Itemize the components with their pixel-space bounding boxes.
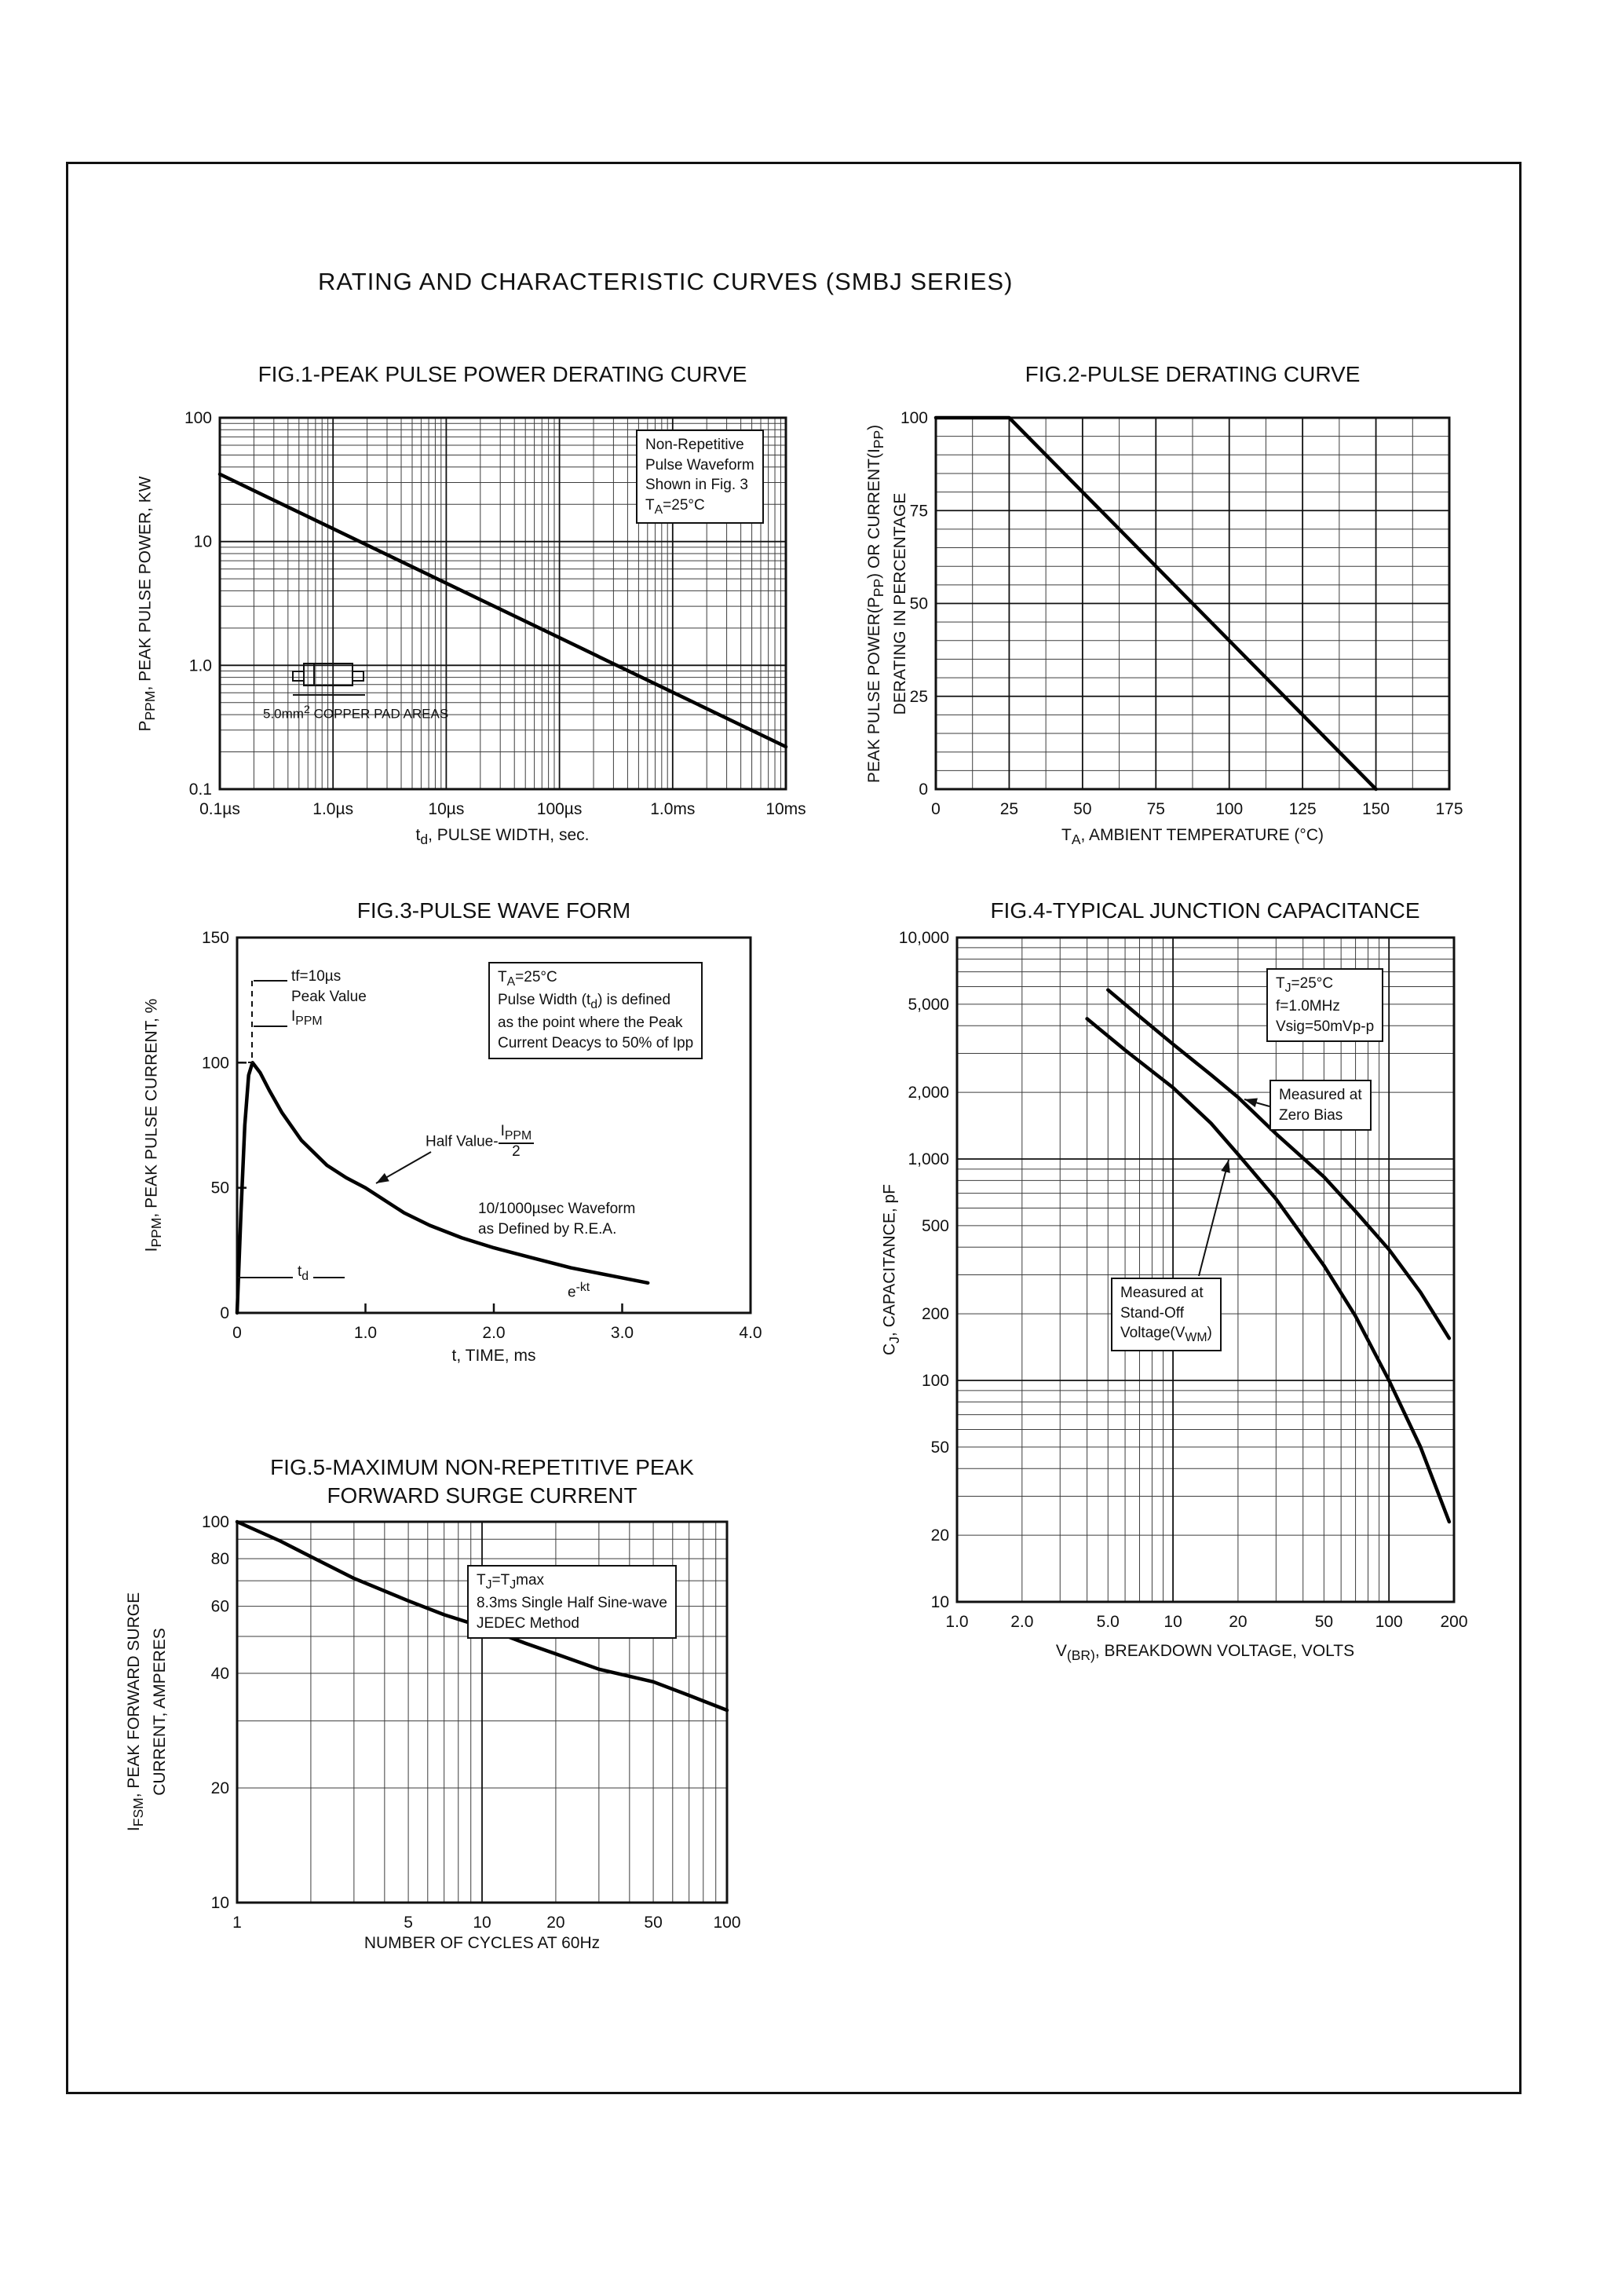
fig2-x-axis-label: TA, AMBIENT TEMPERATURE (°C): [1061, 826, 1324, 848]
svg-text:0.1µs: 0.1µs: [199, 800, 240, 818]
svg-text:100: 100: [202, 1054, 229, 1072]
svg-text:5.0: 5.0: [1097, 1613, 1120, 1631]
fig3-x-axis-label: t, TIME, ms: [451, 1347, 536, 1365]
fig1-y-axis-label: PPPM, PEAK PULSE POWER, KW: [136, 476, 158, 732]
svg-text:1.0: 1.0: [945, 1613, 968, 1631]
svg-text:20: 20: [211, 1779, 229, 1797]
svg-text:1.0µs: 1.0µs: [312, 800, 353, 818]
fig3-ekt-label: e-kt: [568, 1281, 590, 1301]
fig2-y-axis-label: PEAK PULSE POWER(PPP) OR CURRENT(IPP) DER…: [864, 424, 909, 784]
fig5-conditions: TJ=TJmax 8.3ms Single Half Sine-wave JEDEC…: [467, 1565, 677, 1640]
svg-text:10: 10: [211, 1894, 229, 1912]
svg-text:10ms: 10ms: [765, 800, 806, 818]
svg-text:20: 20: [546, 1914, 564, 1932]
svg-text:2.0: 2.0: [482, 1324, 505, 1342]
svg-text:1,000: 1,000: [908, 1150, 949, 1168]
svg-text:100: 100: [184, 409, 212, 427]
fig5-x-axis-label: NUMBER OF CYCLES AT 60Hz: [363, 1934, 601, 1952]
svg-text:100µs: 100µs: [537, 800, 583, 818]
svg-text:100: 100: [1375, 1613, 1403, 1631]
svg-text:20: 20: [1229, 1613, 1247, 1631]
fig4-standoff-label: Measured at Stand-Off Voltage(VWM): [1111, 1278, 1222, 1352]
fig1-x-axis-label: td, PULSE WIDTH, sec.: [415, 826, 590, 848]
svg-text:50: 50: [910, 595, 928, 613]
fig4-conditions: TJ=25°C f=1.0MHz Vsig=50mVp-p: [1266, 968, 1384, 1043]
fig3-y-axis-label: IPPM, PEAK PULSE CURRENT, %: [142, 998, 164, 1252]
fig2-chart: 0 25 50 75 100 125 150 175 0 25 50 75 100: [901, 409, 1463, 818]
svg-text:100: 100: [901, 409, 928, 427]
svg-text:1.0: 1.0: [189, 656, 212, 675]
svg-text:10,000: 10,000: [899, 929, 949, 947]
svg-text:50: 50: [1073, 800, 1091, 818]
fig5-title: FIG.5-MAXIMUM NON-REPETITIVE PEAK FORWARD…: [270, 1455, 694, 1508]
svg-text:0.1: 0.1: [189, 781, 212, 799]
svg-text:25: 25: [910, 688, 928, 706]
svg-text:100: 100: [922, 1372, 949, 1390]
fig1-note: Non-Repetitive Pulse Waveform Shown in Fig…: [636, 430, 764, 525]
svg-text:175: 175: [1435, 800, 1463, 818]
svg-text:200: 200: [922, 1305, 949, 1323]
svg-text:100: 100: [1215, 800, 1243, 818]
svg-text:10: 10: [473, 1914, 491, 1932]
fig4-title: FIG.4-TYPICAL JUNCTION CAPACITANCE: [990, 898, 1420, 923]
svg-text:2.0: 2.0: [1010, 1613, 1033, 1631]
svg-text:10: 10: [1164, 1613, 1182, 1631]
svg-text:10µs: 10µs: [428, 800, 464, 818]
fig5-y-axis-label: IFSM, PEAK FORWARD SURGE CURRENT, AMPERES: [124, 1592, 169, 1832]
svg-text:60: 60: [211, 1598, 229, 1616]
content-frame: RATING AND CHARACTERISTIC CURVES (SMBJ S…: [66, 162, 1522, 2094]
fig3-waveform-label: 10/1000µsec Waveform as Defined by R.E.A.: [478, 1201, 636, 1238]
svg-text:1.0: 1.0: [354, 1324, 377, 1342]
fig3-half-value-label: Half Value- IPPM 2: [426, 1123, 535, 1161]
svg-text:0: 0: [232, 1324, 242, 1342]
svg-text:150: 150: [202, 929, 229, 947]
svg-text:10: 10: [931, 1593, 949, 1611]
fig4-x-axis-label: V(BR), BREAKDOWN VOLTAGE, VOLTS: [1055, 1642, 1355, 1664]
svg-text:125: 125: [1289, 800, 1317, 818]
svg-text:10: 10: [194, 533, 212, 551]
svg-text:50: 50: [644, 1914, 662, 1932]
svg-text:25: 25: [1000, 800, 1018, 818]
fig3-note: TA=25°C Pulse Width (td) is defined as the…: [488, 962, 703, 1059]
fig4-y-axis-label: CJ, CAPACITANCE, pF: [880, 1183, 902, 1356]
svg-text:5,000: 5,000: [908, 996, 949, 1014]
svg-text:150: 150: [1362, 800, 1390, 818]
fig1-title: FIG.1-PEAK PULSE POWER DERATING CURVE: [258, 362, 747, 386]
svg-text:0: 0: [931, 800, 941, 818]
svg-text:0: 0: [919, 781, 928, 799]
fig2-title: FIG.2-PULSE DERATING CURVE: [1025, 362, 1361, 386]
svg-text:50: 50: [211, 1179, 229, 1197]
svg-text:500: 500: [922, 1217, 949, 1235]
fig3-peak-label: tf=10µs Peak Value IPPM: [291, 968, 367, 1029]
svg-text:200: 200: [1440, 1613, 1467, 1631]
fig3-chart: 0 1.0 2.0 3.0 4.0 0 50 100 150: [202, 929, 762, 1342]
svg-text:2,000: 2,000: [908, 1084, 949, 1102]
svg-text:5: 5: [404, 1914, 413, 1932]
svg-text:4.0: 4.0: [739, 1324, 762, 1342]
svg-text:80: 80: [211, 1550, 229, 1568]
svg-text:50: 50: [931, 1439, 949, 1457]
fig4-zero-bias-label: Measured at Zero Bias: [1269, 1080, 1372, 1132]
page-title: RATING AND CHARACTERISTIC CURVES (SMBJ S…: [318, 268, 1014, 295]
fig1-chart: 0.1µs 1.0µs 10µs 100µs 1.0ms 10ms 0.1 1.0 10 100: [184, 409, 806, 818]
svg-text:20: 20: [931, 1526, 949, 1545]
svg-text:3.0: 3.0: [611, 1324, 634, 1342]
fig3-title: FIG.3-PULSE WAVE FORM: [356, 898, 631, 923]
svg-text:75: 75: [910, 502, 928, 520]
fig1-pad-label: 5.0mm2 COPPER PAD AREAS: [263, 704, 449, 722]
svg-text:1: 1: [232, 1914, 242, 1932]
svg-text:1.0ms: 1.0ms: [650, 800, 695, 818]
svg-text:100: 100: [202, 1513, 229, 1531]
svg-text:40: 40: [211, 1665, 229, 1683]
svg-text:100: 100: [713, 1914, 740, 1932]
svg-text:0: 0: [220, 1304, 229, 1322]
svg-text:50: 50: [1315, 1613, 1333, 1631]
svg-text:75: 75: [1147, 800, 1165, 818]
fig3-td-label: td: [293, 1262, 314, 1285]
